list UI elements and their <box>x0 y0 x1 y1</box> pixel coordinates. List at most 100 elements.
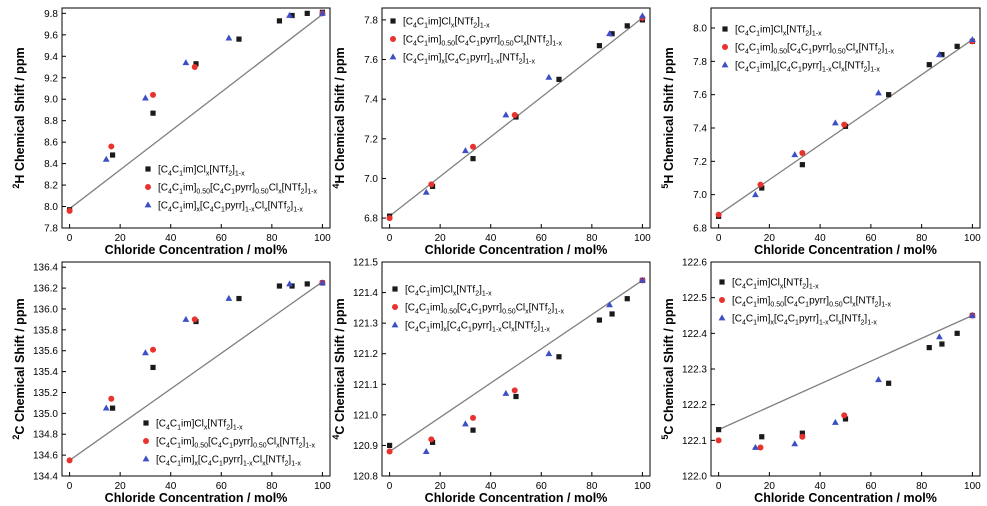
data-point-square <box>926 345 932 351</box>
data-point-triangle <box>606 30 613 37</box>
plot-frame <box>710 261 981 477</box>
legend-subscript: 4 <box>415 327 419 334</box>
data-point-circle <box>386 215 393 222</box>
legend-subscript: 1-x <box>480 23 490 30</box>
legend-text: im] <box>757 296 771 307</box>
data-point-triangle <box>752 443 759 450</box>
data-point-square <box>236 295 242 302</box>
y-tick-label: 7.2 <box>364 134 378 145</box>
legend-text: [C <box>158 165 168 176</box>
legend-text: [C <box>735 43 745 54</box>
legend-subscript: 2 <box>534 327 538 334</box>
chart-panel-6: 0 20 40 60 80 100122.0122.1122.2122.3122.4122… <box>660 258 981 506</box>
legend-subscript: 2 <box>519 59 523 66</box>
y-tick-label: 8.0 <box>44 202 58 213</box>
legend-text: pyrr] <box>225 201 245 212</box>
data-point-square <box>276 283 283 289</box>
legend-subscript: x <box>278 189 282 196</box>
legend-subscript: 4 <box>218 443 222 450</box>
legend-subscript: 2 <box>301 189 305 196</box>
series-triangle <box>752 36 976 198</box>
data-point-circle <box>722 44 728 50</box>
data-point-square <box>596 317 603 323</box>
legend-text: [NTf <box>856 296 875 307</box>
data-point-square <box>799 162 805 168</box>
legend-text: [C <box>158 201 168 212</box>
legend-subscript: 4 <box>742 284 746 291</box>
data-point-triangle <box>286 280 293 287</box>
legend-subscript: x <box>264 207 268 214</box>
legend-subscript: 2 <box>861 320 865 327</box>
legend-subscript: 4 <box>168 171 172 178</box>
legend-text: im] <box>183 183 197 194</box>
legend-text: [C <box>787 43 797 54</box>
y-tick-label: 7.6 <box>693 90 707 101</box>
legend-text: ] <box>809 25 812 36</box>
legend-text: [NTf <box>786 25 805 36</box>
legend-subscript: 4 <box>413 23 417 30</box>
data-point-triangle <box>422 188 430 195</box>
y-tick-label: 9.6 <box>44 30 58 41</box>
x-tick-label: 0 <box>67 233 73 244</box>
legend-text: Cl <box>502 321 511 332</box>
legend-text: C <box>471 303 478 314</box>
plot-frame <box>61 261 331 477</box>
legend-text: [C <box>156 437 166 448</box>
legend-text: ] <box>288 455 291 466</box>
legend-text: [NTf <box>454 17 473 28</box>
legend-subscript: 1-x <box>822 67 832 74</box>
legend-text: [NTf <box>266 455 285 466</box>
legend-subscript: 4 <box>742 320 746 327</box>
legend-text: C <box>172 165 179 176</box>
legend-text: pyrr] <box>809 296 829 307</box>
y-tick-label: 121.0 <box>353 410 378 421</box>
legend-text: C <box>459 53 466 64</box>
data-point-circle <box>511 112 518 119</box>
x-tick-label: 60 <box>865 233 877 244</box>
legend-subscript: x <box>453 291 457 298</box>
legend-subscript: 0.50 <box>773 49 787 56</box>
data-point-circle <box>392 304 398 310</box>
x-axis-label: Chloride Concentration / mol% <box>754 243 937 257</box>
legend-subscript: 0.50 <box>443 309 457 316</box>
data-point-triangle <box>286 11 293 18</box>
legend-subscript: 1 <box>424 23 428 30</box>
y-tick-label: 136.0 <box>33 304 58 315</box>
legend-text: ] <box>881 43 884 54</box>
legend-subscript: 4 <box>745 67 749 74</box>
data-point-square <box>304 10 310 16</box>
x-tick-label: 0 <box>387 481 393 492</box>
y-axis-label: 4H Chemical Shift / ppm <box>331 47 347 188</box>
data-point-square <box>193 61 199 67</box>
legend-text: [C <box>455 35 465 46</box>
series-circle <box>386 14 646 222</box>
x-tick-label: 40 <box>485 481 497 492</box>
x-tick-label: 80 <box>916 481 928 492</box>
legend-text: Cl <box>516 303 525 314</box>
data-point-triangle <box>389 53 397 60</box>
data-point-square <box>759 434 765 440</box>
legend-text: ] <box>522 53 525 64</box>
y-axis-label-text: Chemical Shift / ppm <box>333 47 347 174</box>
data-point-circle <box>511 387 518 394</box>
fit-line <box>718 314 973 431</box>
legend-subscript: 1-x <box>552 41 562 48</box>
data-point-square <box>624 296 630 302</box>
data-point-square <box>609 31 615 37</box>
legend-text: [C <box>405 321 415 332</box>
legend-subscript: 1-x <box>867 320 877 327</box>
legend-text: C <box>749 25 756 36</box>
legend-subscript: 4 <box>166 461 170 468</box>
y-tick-label: 122.3 <box>682 365 707 376</box>
y-tick-label: 9.4 <box>44 52 58 63</box>
plot-frame <box>61 7 331 229</box>
data-point-circle <box>757 444 764 451</box>
legend-text: C <box>746 278 753 289</box>
x-tick-label: 80 <box>586 233 598 244</box>
x-tick-label: 60 <box>216 481 228 492</box>
y-tick-label: 8.4 <box>44 159 58 170</box>
y-tick-label: 136.4 <box>33 263 58 274</box>
y-axis-label: 2C Chemical Shift / ppm <box>11 298 27 439</box>
legend-text: C <box>419 285 426 296</box>
legend-subscript: 1-x <box>233 425 243 432</box>
